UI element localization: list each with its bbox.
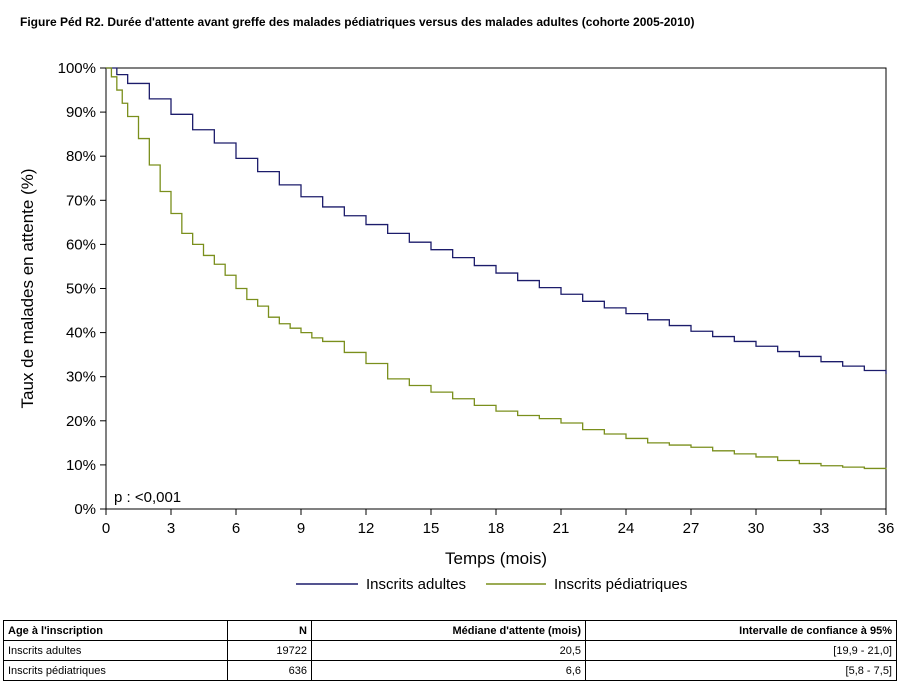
p-value-annotation: p : <0,001	[114, 489, 181, 506]
y-tick-label: 30%	[66, 369, 96, 386]
series-line-pediatriques	[106, 67, 887, 470]
x-tick-label: 30	[748, 520, 765, 537]
plot-frame	[105, 67, 887, 510]
y-tick-label: 100%	[58, 60, 96, 77]
legend: Inscrits adultes Inscrits pédiatriques	[296, 576, 687, 593]
cell-ci: [19,9 - 21,0]	[585, 640, 897, 661]
x-tick-label: 15	[423, 520, 440, 537]
table-row: Inscrits adultes 19722 20,5 [19,9 - 21,0…	[3, 640, 897, 661]
cell-n: 636	[227, 660, 312, 681]
x-tick-label: 36	[878, 520, 895, 537]
legend-label: Inscrits pédiatriques	[554, 576, 687, 593]
cell-group: Inscrits adultes	[3, 640, 228, 661]
header-n: N	[227, 620, 312, 641]
x-axis-label: Temps (mois)	[445, 549, 547, 568]
y-tick-label: 0%	[74, 501, 96, 518]
y-tick-label: 70%	[66, 192, 96, 209]
x-tick-label: 0	[102, 520, 110, 537]
x-tick-label: 24	[618, 520, 635, 537]
series-layer	[106, 67, 887, 470]
x-tick-label: 6	[232, 520, 240, 537]
cell-n: 19722	[227, 640, 312, 661]
series-line-adultes	[106, 67, 887, 375]
figure-title: Figure Péd R2. Durée d'attente avant gre…	[20, 15, 695, 29]
table-header-row: Age à l'inscription N Médiane d'attente …	[3, 620, 897, 641]
x-tick-label: 33	[813, 520, 830, 537]
y-axis-label: Taux de malades en attente (%)	[18, 168, 37, 408]
stats-table: Age à l'inscription N Médiane d'attente …	[3, 620, 897, 681]
legend-label: Inscrits adultes	[366, 576, 466, 593]
header-ci: Intervalle de confiance à 95%	[585, 620, 897, 641]
y-tick-label: 20%	[66, 413, 96, 430]
cell-median: 6,6	[311, 660, 586, 681]
table-row: Inscrits pédiatriques 636 6,6 [5,8 - 7,5…	[3, 660, 897, 681]
x-tick-label: 21	[553, 520, 570, 537]
cell-ci: [5,8 - 7,5]	[585, 660, 897, 681]
y-tick-label: 90%	[66, 104, 96, 121]
y-tick-label: 50%	[66, 281, 96, 298]
y-tick-label: 10%	[66, 457, 96, 474]
y-axis: 0% 10% 20% 30% 40% 50% 60% 70% 80% 90% 100%	[58, 60, 106, 518]
y-tick-label: 60%	[66, 236, 96, 253]
y-tick-label: 80%	[66, 148, 96, 165]
survival-chart: 0%10%20%30%40%50%60%70%80%90%100% 0 3 6 9 12…	[18, 60, 895, 593]
cell-group: Inscrits pédiatriques	[3, 660, 228, 681]
x-tick-label: 9	[297, 520, 305, 537]
x-axis: 0 3 6 9 12 15 18 21 24 27 30 33 36	[102, 509, 895, 537]
header-median: Médiane d'attente (mois)	[311, 620, 586, 641]
y-tick-label: 40%	[66, 325, 96, 342]
header-age: Age à l'inscription	[3, 620, 228, 641]
x-tick-label: 27	[683, 520, 700, 537]
cell-median: 20,5	[311, 640, 586, 661]
x-tick-label: 18	[488, 520, 505, 537]
x-tick-label: 3	[167, 520, 175, 537]
x-tick-label: 12	[358, 520, 375, 537]
